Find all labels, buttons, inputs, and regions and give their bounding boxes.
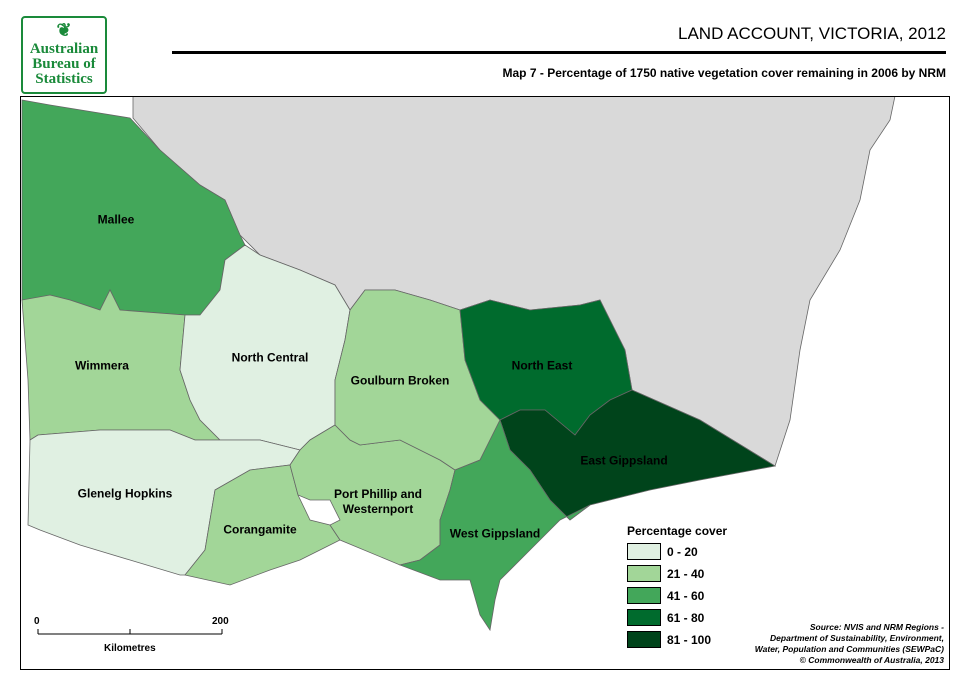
map-subtitle: Map 7 - Percentage of 1750 native vegeta… (502, 66, 946, 80)
scale-start: 0 (34, 616, 40, 627)
legend-item: 21 - 40 (627, 565, 727, 582)
label-corangamite: Corangamite (223, 522, 297, 537)
scale-unit: Kilometres (104, 643, 156, 654)
legend-label: 61 - 80 (667, 610, 705, 625)
legend-label: 81 - 100 (667, 632, 712, 647)
legend-item: 61 - 80 (627, 609, 727, 626)
logo-line: Statistics (35, 71, 93, 87)
legend-label: 41 - 60 (667, 588, 705, 603)
source-line: Water, Population and Communities (SEWPa… (754, 644, 944, 654)
label-north-east: North East (511, 358, 573, 373)
source-line: Department of Sustainability, Environmen… (770, 633, 944, 643)
label-west-gippsland: West Gippsland (449, 526, 541, 541)
legend-swatch (627, 587, 661, 604)
legend-label: 21 - 40 (667, 566, 705, 581)
legend-swatch (627, 609, 661, 626)
coat-of-arms-icon: ❦ (56, 20, 72, 40)
label-north-central: North Central (231, 350, 309, 365)
scale-bar (37, 629, 223, 635)
logo-line: Australian (29, 41, 99, 57)
abs-logo: ❦ Australian Bureau of Statistics (21, 16, 107, 94)
logo-line: Bureau of (32, 56, 96, 72)
source-line: © Commonwealth of Australia, 2013 (799, 655, 944, 665)
label-glenelg-hopkins: Glenelg Hopkins (77, 486, 173, 501)
legend-swatch (627, 565, 661, 582)
legend-item: 81 - 100 (627, 631, 727, 648)
scale-end: 200 (212, 616, 229, 627)
label-east-gippsland: East Gippsland (580, 453, 668, 468)
legend-label: 0 - 20 (667, 544, 698, 559)
map-frame (20, 96, 950, 670)
region-west-gippsland[interactable] (398, 418, 591, 632)
legend: Percentage cover 0 - 20 21 - 40 41 - 60 … (627, 524, 727, 648)
legend-swatch (627, 631, 661, 648)
source-note: Source: NVIS and NRM Regions - Departmen… (755, 622, 944, 666)
label-port-phillip: Port Phillip and Westernport (333, 487, 422, 516)
legend-item: 0 - 20 (627, 543, 727, 560)
legend-item: 41 - 60 (627, 587, 727, 604)
title-rule (172, 51, 946, 54)
legend-title: Percentage cover (627, 524, 728, 538)
legend-swatch (627, 543, 661, 560)
label-goulburn-broken: Goulburn Broken (350, 373, 450, 388)
source-line: Source: NVIS and NRM Regions - (809, 622, 944, 632)
label-mallee: Mallee (97, 212, 135, 227)
page-title: LAND ACCOUNT, VICTORIA, 2012 (678, 24, 946, 43)
label-wimmera: Wimmera (75, 358, 129, 373)
